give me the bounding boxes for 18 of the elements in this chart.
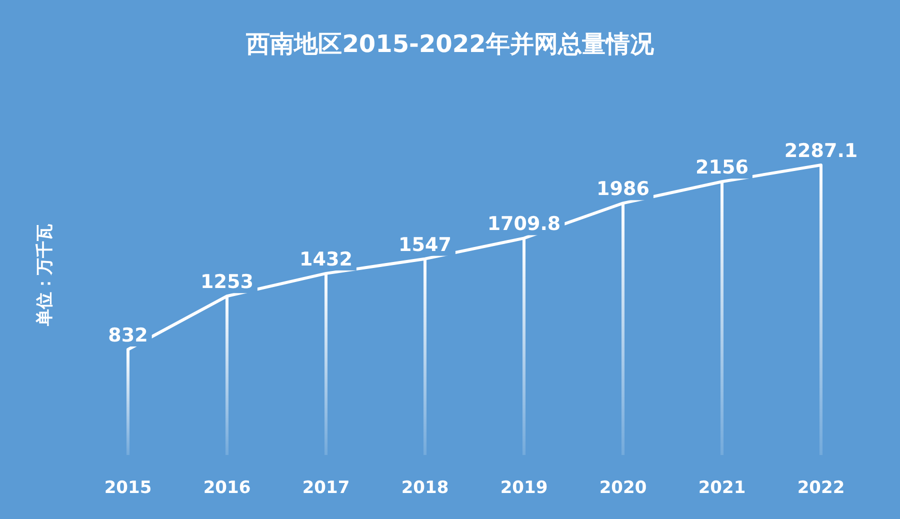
x-tick-label: 2017: [302, 478, 350, 498]
data-label: 832: [108, 324, 148, 347]
y-axis-title: 单位：万千瓦: [35, 224, 55, 327]
data-label: 1986: [596, 178, 650, 200]
chart-title: 西南地区2015-2022年并网总量情况: [245, 30, 655, 58]
x-tick-label: 2018: [401, 478, 449, 498]
data-label: 1432: [300, 248, 352, 270]
data-label: 1709.8: [487, 213, 561, 236]
x-tick-label: 2021: [698, 478, 746, 498]
x-tick-label: 2022: [797, 478, 845, 498]
x-tick-label: 2015: [104, 478, 152, 498]
x-tick-label: 2020: [599, 478, 647, 498]
data-label: 2287.1: [784, 140, 858, 162]
x-tick-label: 2019: [500, 478, 548, 498]
data-label: 1547: [398, 234, 452, 256]
x-tick-label: 2016: [203, 478, 251, 498]
data-label: 2156: [696, 156, 748, 179]
data-label: 1253: [200, 271, 254, 294]
